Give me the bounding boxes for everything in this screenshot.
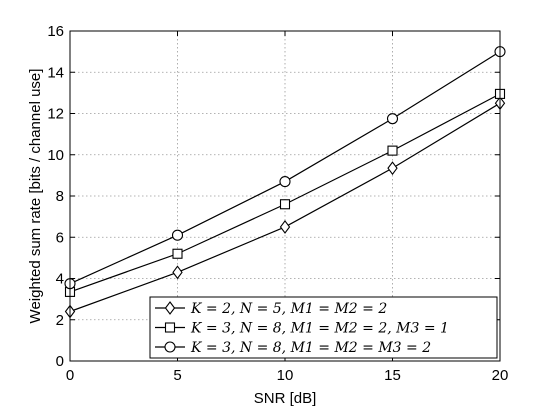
- x-tick-label: 5: [173, 367, 181, 384]
- legend-marker-circle: [164, 341, 176, 353]
- data-point-square: [279, 199, 291, 210]
- x-tick-label: 20: [492, 367, 509, 384]
- x-tick-label: 0: [66, 367, 74, 384]
- x-tick-label: 15: [384, 367, 401, 384]
- y-tick-label: 16: [47, 23, 64, 40]
- legend-entry: K = 3, N = 8, M1 = M2 = 2, M3 = 1: [190, 321, 449, 337]
- data-point-circle: [279, 176, 291, 188]
- data-point-diamond: [387, 161, 398, 176]
- y-tick-label: 14: [47, 64, 64, 81]
- y-tick-label: 4: [56, 271, 64, 288]
- data-point-diamond: [279, 220, 291, 234]
- plot-frame: [69, 30, 501, 362]
- legend: K = 2, N = 5, M1 = M2 = 2 K = 3, N = 8, M…: [149, 296, 498, 359]
- data-point-circle: [386, 113, 399, 125]
- data-point-diamond: [172, 265, 183, 280]
- y-axis-label: Weighted sum rate [bits / channel use]: [27, 69, 44, 324]
- y-tick-label: 8: [56, 188, 64, 205]
- legend-entry: K = 3, N = 8, M1 = M2 = M3 = 2: [190, 340, 431, 356]
- y-tick-label: 2: [56, 312, 64, 329]
- legend-marker-square: [164, 322, 176, 333]
- data-point-square: [387, 145, 398, 156]
- series-circle: [64, 46, 506, 290]
- legend-entry: K = 2, N = 5, M1 = M2 = 2: [190, 301, 387, 317]
- data-point-circle: [171, 229, 184, 241]
- x-axis-label: SNR [dB]: [254, 390, 317, 407]
- y-tick-label: 6: [56, 229, 64, 246]
- y-tick-label: 12: [47, 106, 64, 123]
- y-tick-label: 0: [56, 353, 64, 370]
- legend-marker-diamond: [164, 301, 176, 315]
- axis-ticks: 0 5 10 15 20 0 2 4 6 8 10 12 14 16: [47, 23, 508, 384]
- data-point-square: [172, 248, 183, 259]
- series-diamond: [64, 96, 506, 319]
- legend-box: [149, 296, 498, 359]
- x-tick-label: 10: [277, 367, 294, 384]
- y-tick-label: 10: [47, 147, 64, 164]
- grid: [70, 31, 500, 361]
